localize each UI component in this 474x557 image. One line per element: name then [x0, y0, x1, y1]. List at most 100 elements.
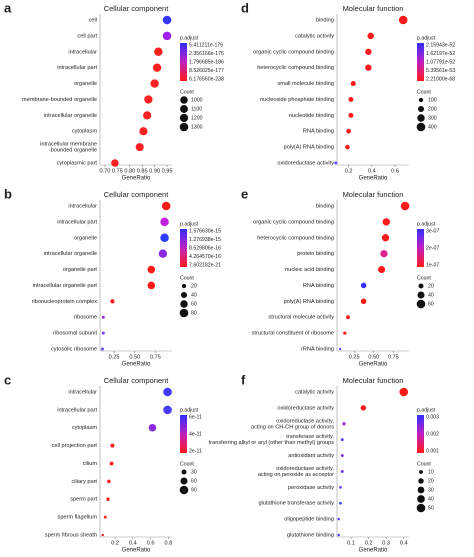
dot: [162, 31, 172, 41]
legend-dot: [180, 477, 188, 485]
category-label: intracellular: [68, 203, 97, 209]
category-label: intracellular part: [57, 65, 97, 71]
legend-label: 300: [428, 115, 437, 121]
panel-title: Cellular component: [104, 190, 170, 199]
legend-label: 20: [191, 283, 197, 289]
category-label: cell: [89, 17, 97, 23]
x-tick-label: 0.2: [345, 168, 353, 174]
category-label: oxidoreductase activity: [277, 405, 334, 411]
legend-label: 1000: [191, 97, 203, 103]
dot: [163, 405, 172, 415]
dot: [378, 266, 386, 274]
category-label: transferase activity,: [286, 434, 334, 440]
category-label: ciliary part: [72, 479, 98, 485]
legend-label: 20: [428, 478, 434, 484]
dot: [365, 48, 372, 55]
legend-title: p.adjust: [180, 35, 199, 41]
x-tick-label: 0.25: [349, 354, 360, 360]
panel-label: c: [4, 372, 11, 387]
category-label: structural constituent of ribosome: [252, 331, 334, 337]
category-label: cytosolic ribosome: [51, 346, 97, 352]
category-label: transferring alkyl or aryl (other than m…: [209, 440, 334, 446]
x-tick-label: 0.75: [112, 168, 123, 174]
x-tick-label: 0.80: [124, 168, 135, 174]
legend-dot: [416, 122, 426, 132]
panel-title: Molecular function: [343, 4, 404, 13]
category-label: oxidoreductase activity: [277, 160, 334, 166]
category-label: protein binding: [297, 251, 334, 257]
panel-label: d: [241, 0, 249, 15]
legend-label: 400: [428, 124, 437, 130]
legend-dot: [418, 478, 424, 484]
dot: [367, 32, 374, 40]
dot: [348, 96, 354, 102]
dot: [365, 64, 372, 71]
category-label: sperm part: [70, 497, 97, 503]
colorbar-label: 6e-11: [189, 414, 202, 420]
category-label: intracellular: [68, 389, 97, 395]
legend-dot: [417, 105, 425, 113]
category-label: cell part: [77, 33, 97, 39]
category-label: oligopeptide binding: [284, 517, 334, 523]
dot: [340, 438, 344, 442]
legend-label: 1100: [191, 106, 202, 112]
legend-dot: [181, 283, 187, 289]
category-label: peroxidase activity: [288, 485, 334, 491]
colorbar-label: 8.526025e-177: [189, 68, 224, 74]
x-tick-label: 0.4: [400, 540, 408, 546]
category-label: sperm fibrous sheath: [45, 532, 97, 538]
legend-label: 10: [428, 469, 434, 475]
legend-title: Count: [417, 89, 431, 95]
category-label: intracellular organelle: [44, 113, 97, 119]
x-axis-title: GeneRatio: [122, 362, 151, 368]
legend-dot: [179, 485, 189, 495]
panel-title: Molecular function: [343, 376, 404, 385]
x-tick-label: 0.1: [347, 540, 355, 546]
x-tick-label: 0.4: [129, 540, 137, 546]
legend-label: 60: [191, 478, 197, 484]
dot: [346, 128, 351, 134]
legend-dot: [418, 97, 424, 103]
dot: [106, 497, 110, 501]
legend-label: 30: [428, 487, 434, 493]
legend-dot: [416, 299, 426, 309]
dot: [163, 387, 172, 397]
legend-dot: [179, 113, 189, 123]
legend-label: 40: [428, 496, 434, 502]
legend-dot: [180, 105, 188, 113]
dot: [337, 533, 340, 537]
colorbar-label: 2e-11: [189, 448, 202, 454]
legend-dot: [417, 495, 425, 503]
dot: [107, 479, 111, 484]
x-tick-label: 0.90: [149, 168, 160, 174]
colorbar-label: 4.264570e-16: [189, 254, 221, 260]
dot: [339, 501, 342, 505]
legend-title: p.adjust: [417, 35, 436, 41]
dot: [160, 233, 169, 243]
category-label: catalytic activity: [295, 389, 334, 395]
category-label: acting on CH-CH group of donors: [251, 424, 334, 430]
category-label: RNA binding: [303, 283, 334, 289]
colorbar-label: 2e-07: [426, 245, 439, 251]
colorbar-label: 2.356166e-176: [189, 51, 224, 57]
dot: [350, 81, 356, 87]
dot: [340, 454, 344, 458]
dot: [161, 201, 171, 211]
x-axis-title: GeneRatio: [359, 176, 388, 182]
dot: [111, 159, 119, 167]
dot: [144, 95, 153, 104]
x-tick-label: 0.70: [100, 168, 111, 174]
panel-title: Cellular component: [104, 376, 170, 385]
legend-label: 90: [191, 487, 197, 493]
legend-label: 1300: [191, 124, 203, 130]
dot: [340, 469, 344, 473]
category-label: RNA binding: [303, 129, 334, 135]
category-label: glutathione binding: [287, 532, 334, 538]
x-tick-label: 0.2: [111, 540, 119, 546]
colorbar-label: 1.576630e-15: [189, 228, 221, 234]
x-tick-label: 0.2: [365, 540, 373, 546]
legend-dot: [180, 96, 188, 104]
x-tick-label: 0.8: [165, 540, 173, 546]
category-label: cytoplasm: [72, 129, 98, 135]
